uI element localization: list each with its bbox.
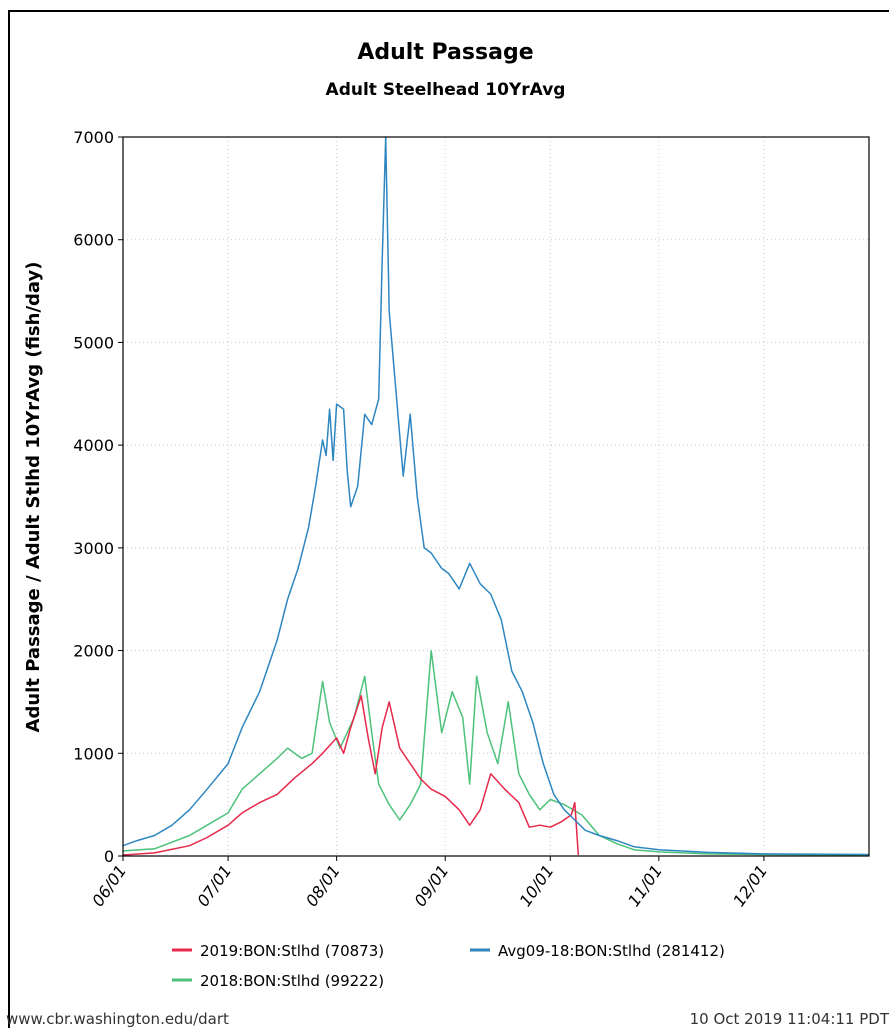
x-tick-label: 07/01 bbox=[193, 861, 235, 910]
x-tick-label: 10/01 bbox=[516, 861, 558, 910]
y-tick-label: 3000 bbox=[73, 539, 114, 558]
chart-subtitle: Adult Steelhead 10YrAvg bbox=[325, 80, 566, 100]
x-tick-label: 09/01 bbox=[410, 861, 452, 910]
y-tick-label: 2000 bbox=[73, 642, 114, 661]
footer-source-url: www.cbr.washington.edu/dart bbox=[6, 1010, 229, 1028]
footer-timestamp: 10 Oct 2019 11:04:11 PDT bbox=[689, 1010, 889, 1028]
y-tick-label: 7000 bbox=[73, 128, 114, 147]
series-line-1 bbox=[122, 649, 870, 856]
x-tick-label: 12/01 bbox=[729, 861, 771, 910]
x-tick-label: 06/01 bbox=[88, 861, 130, 910]
chart-area: 0 1000 2000 3000 4000 5000 6000 7000 06/01 07/01 0… bbox=[23, 128, 870, 990]
y-tick-label: 1000 bbox=[73, 744, 114, 763]
y-axis-label: Adult Passage / Adult Stlhd 10YrAvg (fis… bbox=[23, 262, 44, 733]
y-tick-label: 0 bbox=[104, 847, 114, 866]
legend-item: 2018:BON:Stlhd (99222) bbox=[200, 972, 384, 990]
x-tick-label: 08/01 bbox=[302, 861, 344, 910]
series-line-2 bbox=[122, 136, 870, 856]
x-tick-label: 11/01 bbox=[624, 861, 666, 910]
plot-border bbox=[122, 136, 870, 857]
y-tick-label: 4000 bbox=[73, 436, 114, 455]
legend-item: 2019:BON:Stlhd (70873) bbox=[200, 942, 384, 960]
y-tick-label: 6000 bbox=[73, 231, 114, 250]
y-tick-label: 5000 bbox=[73, 333, 114, 352]
series-line-0 bbox=[122, 695, 580, 856]
chart-title: Adult Passage bbox=[357, 40, 534, 65]
chart-frame bbox=[8, 10, 889, 1028]
legend-item: Avg09-18:BON:Stlhd (281412) bbox=[498, 942, 725, 960]
